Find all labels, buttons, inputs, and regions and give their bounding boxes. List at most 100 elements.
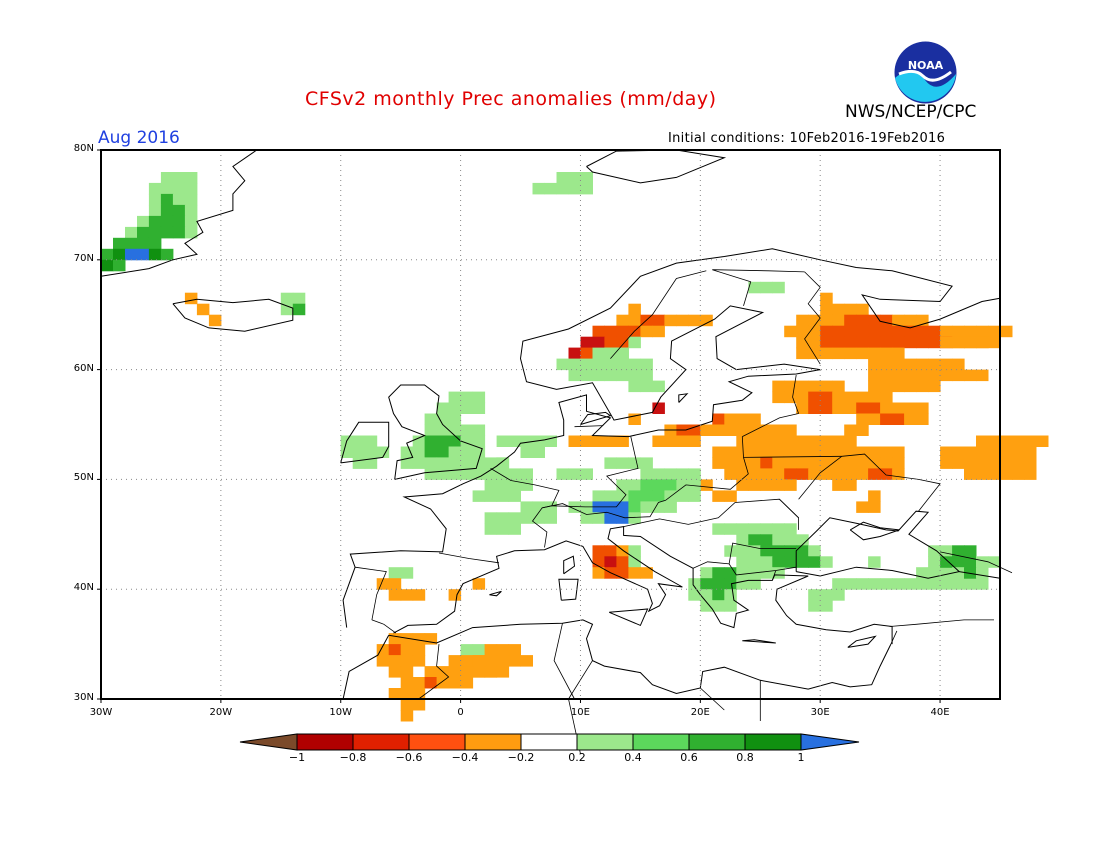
- country-border: [542, 436, 749, 519]
- anomaly-cell: [928, 578, 941, 590]
- anomaly-cell: [352, 446, 366, 458]
- lat-label: 50N: [73, 472, 94, 484]
- anomaly-cell: [916, 380, 929, 393]
- anomaly-cell: [952, 545, 965, 557]
- anomaly-cell: [628, 314, 641, 327]
- coastline: [100, 149, 258, 277]
- anomaly-cell: [400, 633, 414, 645]
- anomaly-cell: [424, 446, 438, 458]
- anomaly-cell: [952, 556, 965, 568]
- anomaly-cell: [160, 204, 174, 217]
- anomaly-cell: [628, 413, 641, 425]
- anomaly-cell: [772, 556, 785, 568]
- anomaly-cell: [856, 457, 869, 469]
- anomaly-cell: [736, 545, 749, 557]
- anomaly-cell: [868, 325, 881, 338]
- anomaly-cell: [940, 336, 953, 349]
- anomaly-cell: [892, 457, 905, 469]
- anomaly-cell: [832, 435, 845, 447]
- anomaly-cell: [448, 677, 462, 689]
- anomaly-cell: [472, 655, 486, 667]
- anomaly-cell: [940, 457, 953, 469]
- colorbar-box: [688, 733, 746, 751]
- chart-title: CFSv2 monthly Prec anomalies (mm/day): [305, 88, 717, 110]
- anomaly-cell: [1024, 468, 1037, 480]
- anomaly-cell: [880, 347, 893, 360]
- anomaly-cell: [388, 655, 402, 667]
- anomaly-cell: [101, 248, 114, 261]
- anomaly-cell: [113, 237, 126, 250]
- anomaly-cell: [616, 358, 629, 371]
- anomaly-cell: [520, 468, 533, 480]
- anomaly-cell: [904, 578, 917, 590]
- anomaly-cell: [844, 446, 857, 458]
- anomaly-cell: [832, 325, 845, 338]
- anomaly-cell: [772, 534, 785, 546]
- colorbar-tick-label: −0.8: [339, 751, 367, 764]
- anomaly-cell: [1000, 435, 1013, 447]
- anomaly-cell: [940, 358, 953, 371]
- anomaly-cell: [1000, 325, 1013, 338]
- anomaly-cell: [892, 347, 905, 360]
- anomaly-cell: [628, 303, 641, 316]
- anomaly-cell: [748, 457, 761, 469]
- anomaly-cell: [808, 556, 821, 568]
- lon-label: 20W: [209, 707, 233, 718]
- anomaly-cell: [448, 424, 462, 436]
- anomaly-cell: [628, 545, 641, 557]
- anomaly-cell: [448, 457, 462, 469]
- anomaly-cell: [113, 248, 126, 261]
- anomaly-cell: [460, 644, 474, 656]
- anomaly-cell: [640, 567, 653, 579]
- coastline: [342, 248, 1001, 628]
- anomaly-cell: [808, 380, 821, 393]
- anomaly-cell: [400, 457, 414, 469]
- anomaly-cell: [988, 468, 1001, 480]
- anomaly-cell: [472, 457, 486, 469]
- anomaly-cell: [724, 578, 737, 590]
- anomaly-cell: [880, 358, 893, 371]
- country-border: [728, 542, 797, 564]
- anomaly-cell: [880, 380, 893, 393]
- colorbar-tick-label: 0.4: [624, 751, 642, 764]
- anomaly-cell: [832, 336, 845, 349]
- country-border: [742, 413, 799, 437]
- anomaly-cell: [844, 578, 857, 590]
- anomaly-cell: [796, 545, 809, 557]
- anomaly-cell: [628, 567, 641, 579]
- anomaly-cell: [460, 446, 474, 458]
- anomaly-cell: [892, 402, 905, 414]
- anomaly-cell: [880, 457, 893, 469]
- anomaly-cell: [844, 336, 857, 349]
- anomaly-cell: [964, 369, 977, 382]
- anomaly-cell: [628, 479, 641, 491]
- anomaly-cell: [592, 435, 605, 447]
- anomaly-cell: [772, 479, 785, 491]
- anomaly-cell: [160, 226, 174, 239]
- anomaly-cell: [652, 314, 665, 327]
- anomaly-cell: [844, 479, 857, 491]
- anomaly-cell: [125, 237, 138, 250]
- coastline: [678, 393, 689, 403]
- anomaly-cell: [616, 336, 629, 349]
- anomaly-cell: [916, 314, 929, 327]
- anomaly-cell: [484, 644, 498, 656]
- anomaly-cell: [904, 402, 917, 414]
- anomaly-cell: [904, 380, 917, 393]
- anomaly-cell: [892, 336, 905, 349]
- country-border: [610, 270, 707, 359]
- lat-label: 30N: [73, 692, 94, 703]
- anomaly-cell: [640, 468, 653, 480]
- anomaly-cell: [760, 281, 773, 294]
- anomaly-cell: [760, 534, 773, 546]
- anomaly-cell: [820, 600, 833, 612]
- lat-label: 40N: [73, 582, 94, 594]
- anomaly-cell: [736, 567, 749, 579]
- anomaly-cell: [712, 600, 725, 612]
- anomaly-cell: [160, 248, 174, 261]
- anomaly-cell: [604, 435, 617, 447]
- anomaly-cell: [880, 468, 893, 480]
- anomaly-cell: [976, 468, 989, 480]
- anomaly-cell: [640, 358, 653, 371]
- anomaly-cell: [496, 655, 510, 667]
